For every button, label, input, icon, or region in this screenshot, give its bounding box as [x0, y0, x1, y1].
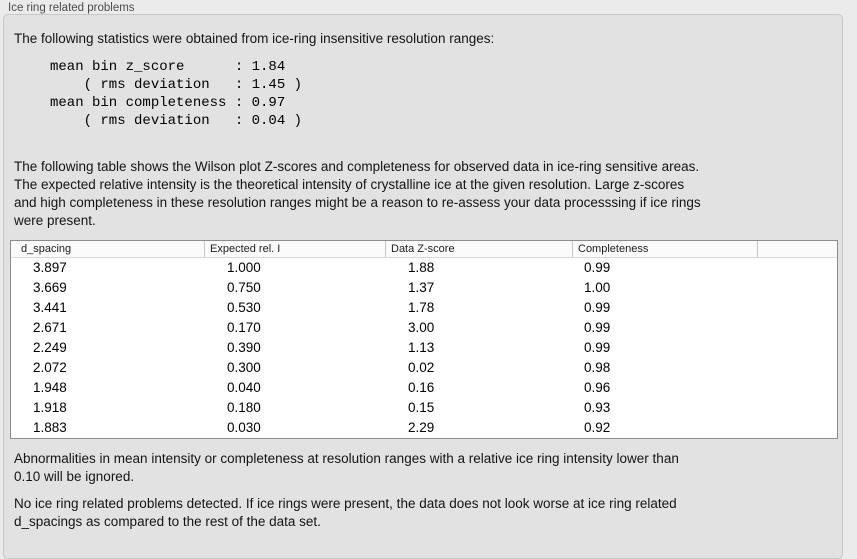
table-cell: 0.300 [227, 360, 261, 375]
table-body: 3.897 1.000 1.88 0.99 3.669 0.750 1.37 1.00 3.44… [11, 258, 837, 438]
table-cell: 3.669 [33, 280, 67, 295]
note-text: Abnormalities in mean intensity or compl… [14, 450, 679, 486]
note-line: 0.10 will be ignored. [14, 469, 135, 484]
table-row[interactable]: 1.918 0.180 0.15 0.93 [11, 398, 837, 418]
table-cell: 0.030 [227, 420, 261, 435]
table-intro-line: The expected relative intensity is the t… [14, 177, 685, 192]
table-cell [757, 418, 837, 438]
table-row[interactable]: 3.669 0.750 1.37 1.00 [11, 278, 837, 298]
table-row[interactable]: 1.883 0.030 2.29 0.92 [11, 418, 837, 438]
table-cell: 1.00 [584, 280, 611, 295]
table-cell: 1.883 [33, 420, 67, 435]
column-header-d-spacing[interactable]: d_spacing [21, 243, 72, 255]
table-cell [757, 278, 837, 298]
table-row[interactable]: 2.249 0.390 1.13 0.99 [11, 338, 837, 358]
table-cell: 2.072 [33, 360, 67, 375]
table-cell: 0.15 [408, 400, 435, 415]
conclusion-line: d_spacings as compared to the rest of th… [14, 514, 321, 529]
table-cell: 0.99 [584, 320, 611, 335]
table-cell [757, 338, 837, 358]
table-cell: 0.390 [227, 340, 261, 355]
table-cell [757, 398, 837, 418]
table-cell: 0.530 [227, 300, 261, 315]
table-cell: 1.000 [227, 260, 261, 275]
column-header-expected-rel-i[interactable]: Expected rel. I [204, 241, 385, 257]
table-cell: 0.93 [584, 400, 611, 415]
intro-text: The following statistics were obtained f… [14, 31, 495, 46]
table-cell: 0.96 [584, 380, 611, 395]
stats-line: ( rms deviation : 1.45 ) [50, 77, 303, 93]
table-cell [757, 318, 837, 338]
panel-title: Ice ring related problems [8, 2, 135, 14]
table-cell: 0.99 [584, 340, 611, 355]
conclusion-text: No ice ring related problems detected. I… [14, 495, 677, 531]
table-intro-line: and high completeness in these resolutio… [14, 195, 701, 210]
table-cell: 1.948 [33, 380, 67, 395]
table-cell: 3.441 [33, 300, 67, 315]
table-cell: 1.13 [408, 340, 435, 355]
table-cell: 0.170 [227, 320, 261, 335]
table-cell: 2.29 [408, 420, 435, 435]
note-line: Abnormalities in mean intensity or compl… [14, 451, 679, 466]
table-header-row: d_spacing Expected rel. I Data Z-score Comp… [11, 241, 837, 258]
table-cell: 2.671 [33, 320, 67, 335]
table-cell [757, 358, 837, 378]
table-cell: 3.897 [33, 260, 67, 275]
table-row[interactable]: 3.441 0.530 1.78 0.99 [11, 298, 837, 318]
table-cell: 0.99 [584, 300, 611, 315]
stats-block: mean bin z_score : 1.84 ( rms deviation … [50, 58, 302, 130]
stats-line: mean bin z_score : 1.84 [50, 59, 286, 75]
stats-line: mean bin completeness : 0.97 [50, 95, 286, 111]
table-cell: 0.180 [227, 400, 261, 415]
table-cell: 2.249 [33, 340, 67, 355]
table-row[interactable]: 1.948 0.040 0.16 0.96 [11, 378, 837, 398]
table-cell: 0.040 [227, 380, 261, 395]
table-cell: 0.98 [584, 360, 611, 375]
column-header-completeness[interactable]: Completeness [572, 241, 757, 257]
table-cell: 0.750 [227, 280, 261, 295]
column-header-data-z-score[interactable]: Data Z-score [385, 241, 572, 257]
stats-line: ( rms deviation : 0.04 ) [50, 113, 303, 129]
column-header-blank[interactable] [757, 241, 837, 257]
table-intro-text: The following table shows the Wilson plo… [14, 158, 701, 230]
table-cell: 1.918 [33, 400, 67, 415]
table-cell [757, 258, 837, 278]
table-cell [757, 378, 837, 398]
table-cell: 0.02 [408, 360, 435, 375]
table-cell: 0.16 [408, 380, 435, 395]
table-cell: 3.00 [408, 320, 435, 335]
table-row[interactable]: 2.072 0.300 0.02 0.98 [11, 358, 837, 378]
ice-ring-table[interactable]: d_spacing Expected rel. I Data Z-score Comp… [10, 240, 838, 439]
table-intro-line: The following table shows the Wilson plo… [14, 159, 700, 174]
ice-ring-groupbox: The following statistics were obtained f… [3, 14, 843, 559]
table-row[interactable]: 2.671 0.170 3.00 0.99 [11, 318, 837, 338]
table-cell: 1.78 [408, 300, 435, 315]
table-cell: 0.99 [584, 260, 611, 275]
table-cell: 1.37 [408, 280, 435, 295]
table-cell [757, 298, 837, 318]
table-intro-line: were present. [14, 213, 96, 228]
conclusion-line: No ice ring related problems detected. I… [14, 496, 677, 511]
table-cell: 1.88 [408, 260, 435, 275]
table-row[interactable]: 3.897 1.000 1.88 0.99 [11, 258, 837, 278]
table-cell: 0.92 [584, 420, 611, 435]
